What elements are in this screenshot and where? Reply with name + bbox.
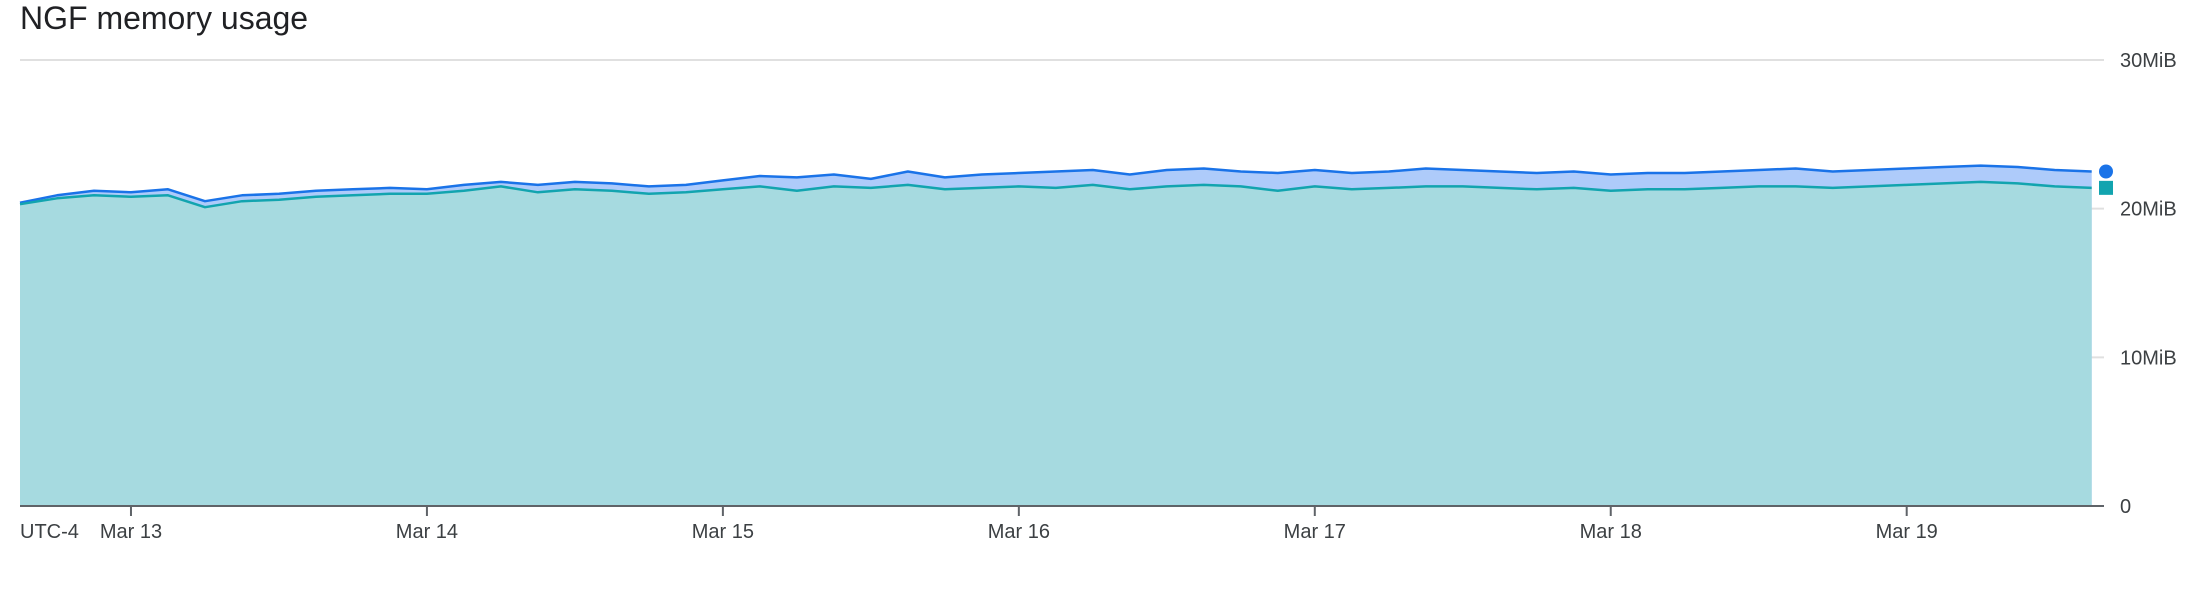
x-tick-label: Mar 15: [692, 521, 754, 543]
series-markers: [2099, 164, 2113, 195]
series-areas: [19, 164, 2092, 506]
series-marker-2: [2099, 180, 2113, 195]
y-tick-label: 0: [2120, 496, 2131, 518]
y-tick-label: 30MiB: [2120, 50, 2177, 72]
series-line-1: [19, 164, 2092, 204]
x-tick-label: Mar 13: [100, 521, 162, 543]
axes: [20, 505, 2104, 516]
chart-title: NGF memory usage: [20, 0, 309, 36]
tick-labels: 0 10MiB 20MiB 30MiB Mar 13 Mar 14 Mar 15 Mar 16…: [20, 50, 2177, 543]
y-tick-label: 20MiB: [2120, 199, 2177, 221]
y-tick-label: 10MiB: [2120, 347, 2177, 369]
series-line-2: [19, 180, 2092, 209]
x-tick-label: Mar 18: [1580, 521, 1642, 543]
series-area-2: [20, 181, 2092, 506]
x-tick-label: Mar 19: [1876, 521, 1938, 543]
x-tick-label: Mar 17: [1284, 521, 1346, 543]
x-tick-label: Mar 14: [396, 521, 458, 543]
x-tick-label: Mar 16: [988, 521, 1050, 543]
series-marker-1: [2099, 164, 2113, 179]
timezone-label: UTC-4: [20, 521, 79, 543]
